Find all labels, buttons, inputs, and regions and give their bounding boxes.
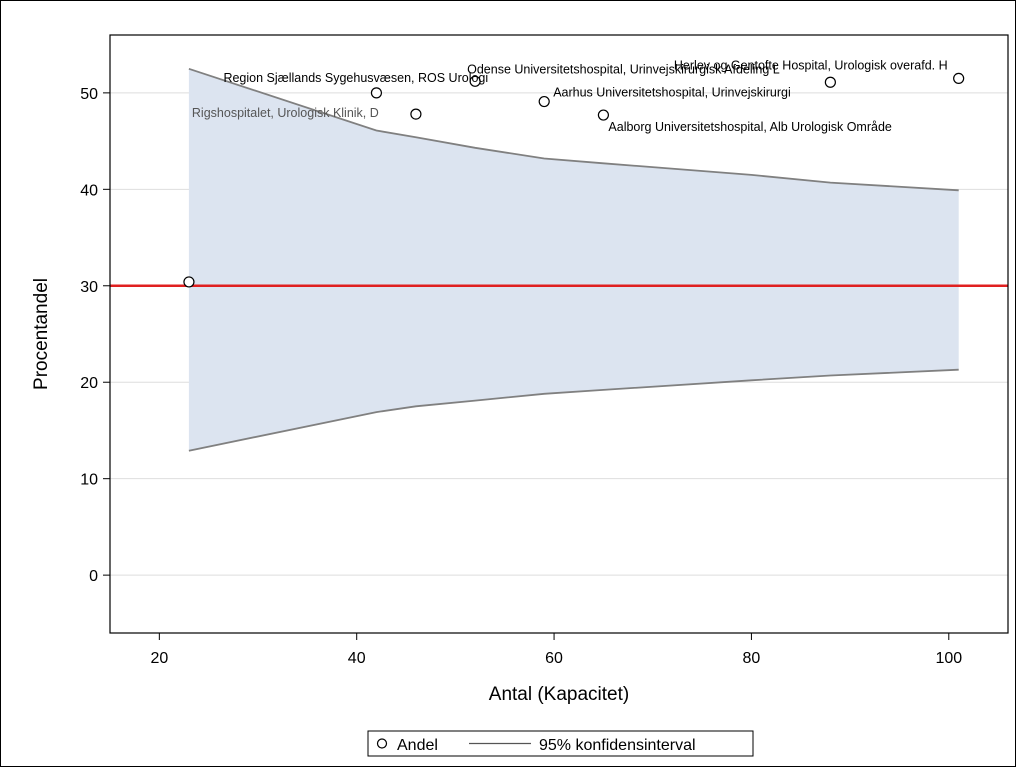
y-axis-label: Procentandel <box>31 278 52 390</box>
legend-label-andel: Andel <box>397 737 438 754</box>
x-tick-label: 40 <box>348 650 366 667</box>
data-point-label: Region Sjællands Sygehusvæsen, ROS Urolo… <box>223 71 488 85</box>
lower-limit-line <box>188 368 959 452</box>
x-tick-label: 20 <box>150 650 168 667</box>
y-axis: 0 10 20 30 40 50 <box>80 86 110 585</box>
data-point-label: Aarhus Universitetshospital, Urinvejskir… <box>553 86 791 100</box>
confidence-band-area <box>188 68 959 451</box>
legend: Andel 95% konfidensinterval <box>367 730 754 757</box>
point-labels: Region Sjællands Sygehusvæsen, ROS Urolo… <box>192 58 948 134</box>
data-point-label: Aalborg Universitetshospital, Alb Urolog… <box>608 120 892 134</box>
x-tick-label: 60 <box>545 650 563 667</box>
data-point <box>370 87 383 99</box>
y-tick-label: 0 <box>89 568 98 585</box>
data-point-label: Rigshospitalet, Urologisk Klinik, D <box>192 106 379 120</box>
x-axis-label: Antal (Kapacitet) <box>489 684 629 705</box>
data-point <box>183 276 195 288</box>
confidence-band <box>188 67 959 452</box>
x-axis: 20 40 60 80 100 <box>150 633 962 667</box>
upper-limit-line <box>188 67 959 192</box>
data-points <box>183 72 965 288</box>
y-tick-label: 20 <box>80 375 98 392</box>
data-point-label: Odense Universitetshospital, Urinvejskir… <box>467 62 780 76</box>
data-point <box>953 72 965 85</box>
plot-area-border <box>109 34 1009 634</box>
y-tick-label: 30 <box>80 279 98 296</box>
data-point <box>597 109 610 121</box>
y-tick-label: 50 <box>80 86 98 103</box>
y-tick-label: 10 <box>80 472 98 489</box>
legend-label-ci: 95% konfidensinterval <box>539 737 696 754</box>
y-tick-label: 40 <box>80 182 98 199</box>
x-tick-label: 80 <box>743 650 761 667</box>
legend-marker-circle <box>376 738 388 749</box>
data-point <box>824 76 836 88</box>
data-point-label: Herlev og Gentofte Hospital, Urologisk o… <box>674 58 948 72</box>
x-tick-label: 100 <box>935 650 962 667</box>
data-point <box>469 75 481 87</box>
data-point <box>538 95 550 108</box>
data-point <box>410 108 422 120</box>
legend-box <box>367 730 754 757</box>
